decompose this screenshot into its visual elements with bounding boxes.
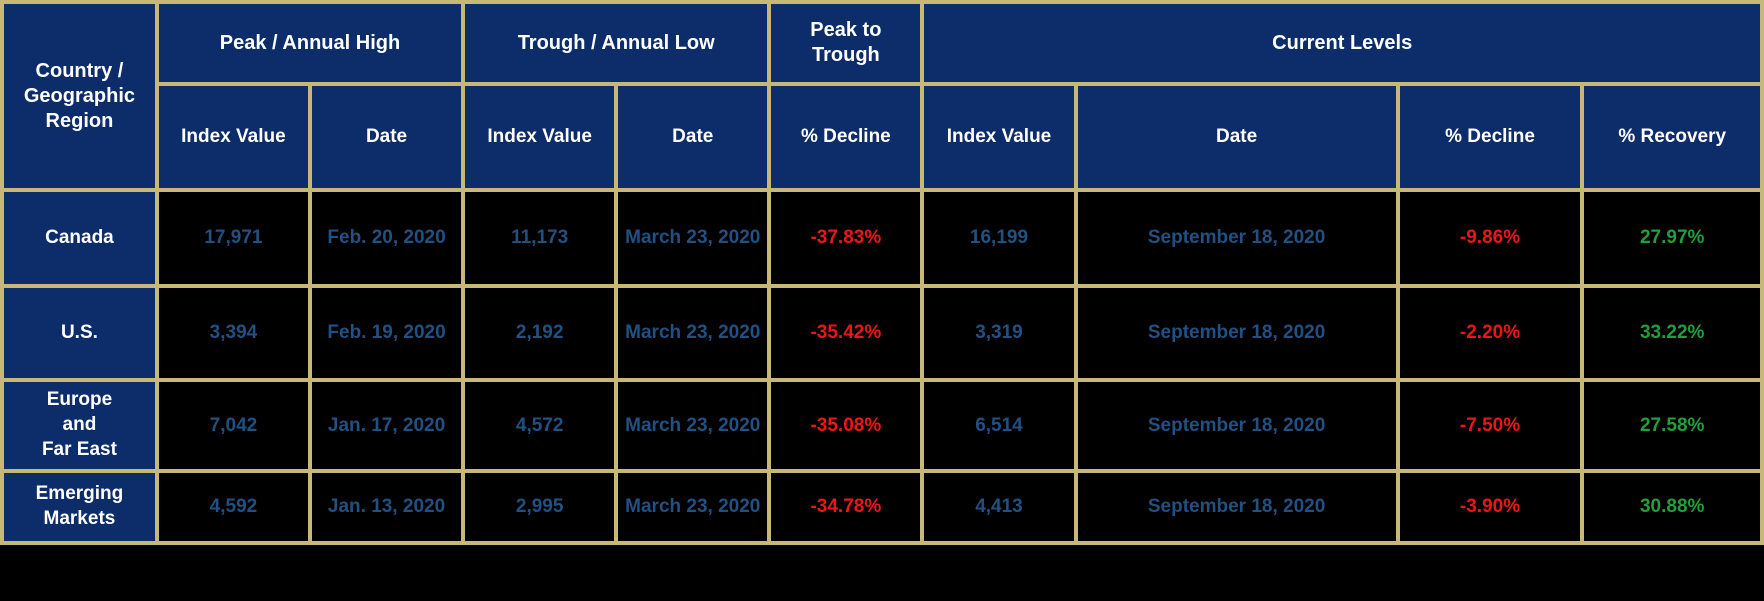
peak-to-trough-decline-cell: -35.08% — [767, 378, 925, 473]
recovery-cell: 33.22% — [1580, 284, 1764, 382]
current-date-cell: September 18, 2020 — [1073, 188, 1400, 288]
region-label: U.S. — [0, 284, 159, 382]
peak-to-trough-decline-header: % Decline — [767, 82, 925, 192]
current-recovery-header: % Recovery — [1580, 82, 1764, 192]
peak-to-trough-decline-cell: -35.42% — [767, 284, 925, 382]
current-index-cell: 16,199 — [920, 188, 1078, 288]
trough-date-cell: March 23, 2020 — [614, 469, 772, 545]
peak-index-cell: 17,971 — [154, 188, 312, 288]
region-column-header: Country / Geographic Region — [0, 0, 159, 192]
peak-to-trough-decline-cell: -34.78% — [767, 469, 925, 545]
current-date-cell: September 18, 2020 — [1073, 284, 1400, 382]
table-row-canada: Canada 17,971 Feb. 20, 2020 11,173 March… — [0, 188, 1764, 288]
current-index-cell: 6,514 — [920, 378, 1078, 473]
current-decline-cell: -7.50% — [1395, 378, 1585, 473]
trough-date-cell: March 23, 2020 — [614, 378, 772, 473]
current-index-cell: 4,413 — [920, 469, 1078, 545]
trough-index-cell: 4,572 — [461, 378, 619, 473]
trough-date-cell: March 23, 2020 — [614, 188, 772, 288]
region-label: Canada — [0, 188, 159, 288]
table-row-emerging-markets: Emerging Markets 4,592 Jan. 13, 2020 2,9… — [0, 469, 1764, 545]
peak-date-cell: Feb. 20, 2020 — [307, 188, 466, 288]
header-sub-row: Index Value Date Index Value Date % Decl… — [2, 82, 1764, 192]
peak-to-trough-group-header: Peak to Trough — [767, 0, 925, 86]
peak-index-cell: 7,042 — [154, 378, 312, 473]
current-index-value-header: Index Value — [920, 82, 1078, 192]
current-decline-cell: -2.20% — [1395, 284, 1585, 382]
trough-index-cell: 2,995 — [461, 469, 619, 545]
market-levels-table: Country / Geographic Region Peak / Annua… — [0, 0, 1764, 545]
peak-date-header: Date — [307, 82, 466, 192]
trough-date-header: Date — [614, 82, 772, 192]
trough-index-value-header: Index Value — [461, 82, 619, 192]
table-row-europe-far-east: Europe and Far East 7,042 Jan. 17, 2020 … — [0, 378, 1764, 473]
current-date-cell: September 18, 2020 — [1073, 469, 1400, 545]
peak-to-trough-decline-cell: -37.83% — [767, 188, 925, 288]
table-header: Country / Geographic Region Peak / Annua… — [0, 0, 1764, 192]
peak-date-cell: Jan. 17, 2020 — [307, 378, 466, 473]
current-decline-cell: -9.86% — [1395, 188, 1585, 288]
peak-date-cell: Feb. 19, 2020 — [307, 284, 466, 382]
current-date-cell: September 18, 2020 — [1073, 378, 1400, 473]
table-body: Canada 17,971 Feb. 20, 2020 11,173 March… — [0, 188, 1764, 545]
recovery-cell: 27.58% — [1580, 378, 1764, 473]
peak-group-header: Peak / Annual High — [154, 0, 466, 86]
recovery-cell: 30.88% — [1580, 469, 1764, 545]
recovery-cell: 27.97% — [1580, 188, 1764, 288]
trough-index-cell: 11,173 — [461, 188, 619, 288]
current-decline-cell: -3.90% — [1395, 469, 1585, 545]
region-label: Europe and Far East — [0, 378, 159, 473]
trough-date-cell: March 23, 2020 — [614, 284, 772, 382]
trough-index-cell: 2,192 — [461, 284, 619, 382]
current-date-header: Date — [1073, 82, 1400, 192]
current-decline-header: % Decline — [1395, 82, 1585, 192]
current-levels-group-header: Current Levels — [920, 0, 1764, 86]
peak-date-cell: Jan. 13, 2020 — [307, 469, 466, 545]
peak-index-value-header: Index Value — [154, 82, 312, 192]
trough-group-header: Trough / Annual Low — [461, 0, 772, 86]
peak-index-cell: 4,592 — [154, 469, 312, 545]
current-index-cell: 3,319 — [920, 284, 1078, 382]
table-row-us: U.S. 3,394 Feb. 19, 2020 2,192 March 23,… — [0, 284, 1764, 382]
header-group-row: Country / Geographic Region Peak / Annua… — [0, 0, 1764, 192]
peak-index-cell: 3,394 — [154, 284, 312, 382]
region-label: Emerging Markets — [0, 469, 159, 545]
